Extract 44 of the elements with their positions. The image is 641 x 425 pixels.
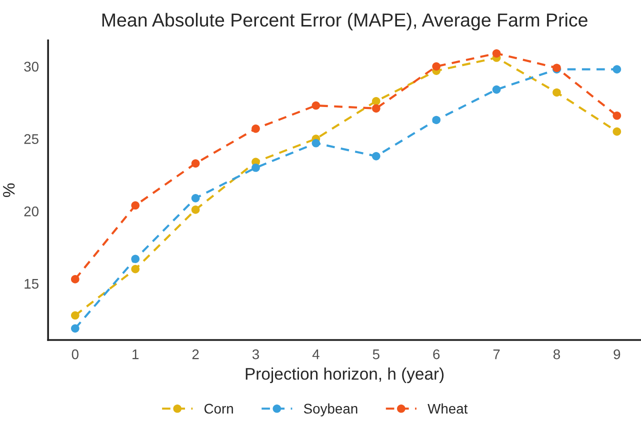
point [612, 111, 622, 120]
point [252, 124, 260, 133]
point [131, 201, 140, 210]
y-tick-label: 25 [24, 134, 38, 144]
legend-label: Wheat [428, 403, 468, 414]
point [312, 101, 320, 110]
point [70, 324, 80, 333]
point [372, 152, 380, 160]
point [252, 164, 260, 172]
point [612, 65, 622, 74]
point [131, 264, 140, 274]
point [191, 194, 200, 202]
x-axis-title: Projection horizon, h (year) [246, 368, 444, 384]
point [312, 138, 320, 148]
point [191, 159, 200, 168]
y-axis-title: % [3, 183, 15, 198]
x-tick-label: 4 [312, 350, 320, 360]
point [432, 62, 441, 71]
x-tick-label: 2 [192, 349, 199, 360]
y-tick-label: 20 [24, 206, 39, 216]
x-tick-label: 6 [433, 349, 440, 360]
point [612, 127, 622, 136]
point [552, 88, 561, 97]
point [432, 116, 441, 124]
y-tick-label: 15 [24, 279, 38, 289]
y-tick-label: 30 [24, 62, 39, 72]
x-tick-label: 8 [553, 349, 560, 360]
point [70, 275, 80, 284]
x-tick-label: 0 [72, 349, 78, 360]
legend-label: Soybean [304, 403, 358, 416]
x-tick-label: 7 [493, 350, 500, 360]
x-tick-label: 3 [252, 349, 259, 360]
x-tick-label: 1 [132, 350, 139, 360]
point [372, 97, 380, 106]
point [70, 311, 80, 320]
point [131, 254, 140, 264]
x-tick-label: 9 [614, 349, 620, 360]
chart-title: Mean Absolute Percent Error (MAPE), Average Farm Price [102, 12, 588, 30]
point [372, 104, 380, 113]
x-tick-label: 5 [372, 350, 380, 360]
point [492, 49, 501, 58]
point [191, 206, 200, 214]
legend-label: Corn [204, 404, 233, 414]
point [492, 85, 501, 94]
